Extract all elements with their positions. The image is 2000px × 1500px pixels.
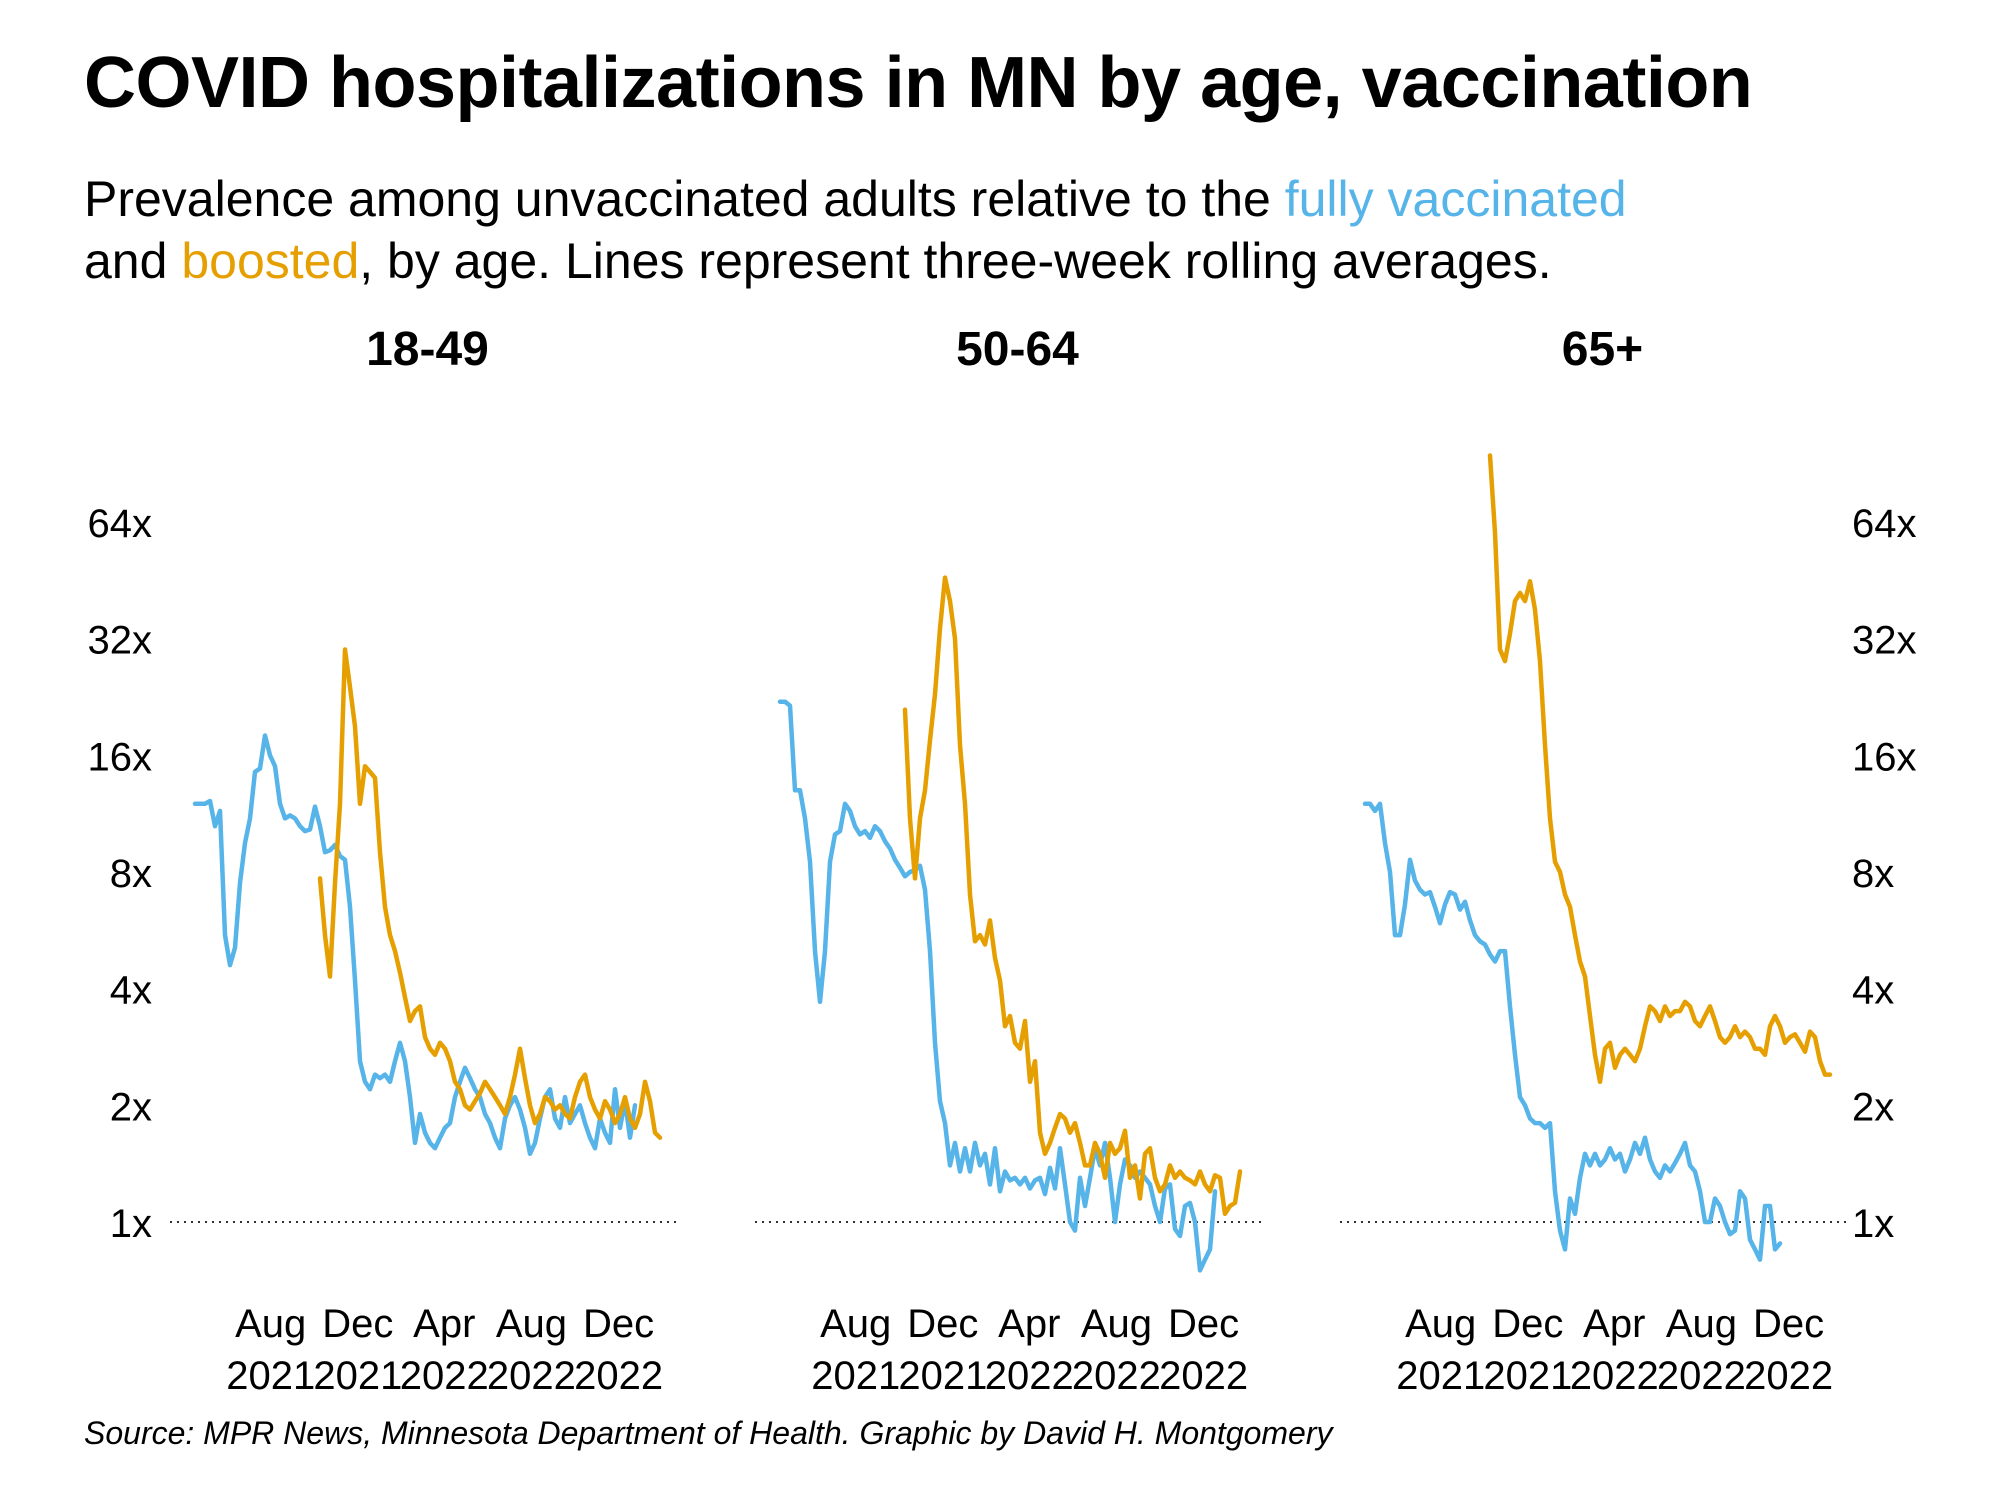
subtitle-text-1: Prevalence among unvaccinated adults rel… — [84, 171, 1285, 227]
series-line-boosted — [1487, 453, 1833, 1085]
x-tick-label-month: Aug — [820, 1302, 891, 1346]
panel-18-49: 18-491x2x4x8x16x32x64xAug2021Dec2021Apr2… — [88, 323, 678, 1398]
x-tick-label-year: 2022 — [487, 1354, 576, 1398]
subtitle-text-2: and — [84, 233, 182, 289]
x-tick-label-year: 2022 — [1570, 1354, 1659, 1398]
y-tick-label: 1x — [110, 1202, 152, 1246]
panel-65+: 65+1x2x4x8x16x32x64xAug2021Dec2021Apr202… — [1340, 323, 1917, 1398]
y-tick-label: 2x — [1852, 1085, 1894, 1129]
x-tick-label-month: Dec — [1753, 1302, 1824, 1346]
x-tick-label-year: 2021 — [313, 1354, 402, 1398]
x-tick-label-year: 2021 — [811, 1354, 900, 1398]
x-tick-label-year: 2022 — [1744, 1354, 1833, 1398]
x-tick-label-month: Aug — [1081, 1302, 1152, 1346]
subtitle-fully-vaccinated-key: fully vaccinated — [1284, 171, 1627, 227]
x-tick-label-month: Aug — [235, 1302, 306, 1346]
y-tick-label: 8x — [110, 852, 152, 896]
subtitle-text-3: , by age. Lines represent three-week rol… — [359, 233, 1552, 289]
x-tick-label-month: Dec — [322, 1302, 393, 1346]
x-tick-label-year: 2022 — [985, 1354, 1074, 1398]
x-tick-label-year: 2021 — [226, 1354, 315, 1398]
x-tick-label-month: Aug — [1666, 1302, 1737, 1346]
y-tick-label: 2x — [110, 1085, 152, 1129]
x-tick-label-month: Aug — [1405, 1302, 1476, 1346]
y-tick-label: 4x — [1852, 969, 1894, 1013]
panel-title: 18-49 — [366, 323, 489, 376]
subtitle-boosted-key: boosted — [181, 233, 360, 289]
series-line-boosted — [902, 575, 1243, 1217]
y-tick-label: 8x — [1852, 852, 1894, 896]
x-tick-label-month: Apr — [413, 1302, 475, 1346]
x-tick-label-month: Aug — [496, 1302, 567, 1346]
x-tick-label-year: 2021 — [898, 1354, 987, 1398]
x-tick-label-month: Dec — [1492, 1302, 1563, 1346]
x-tick-label-year: 2022 — [1159, 1354, 1248, 1398]
x-tick-label-month: Dec — [1168, 1302, 1239, 1346]
x-tick-label-month: Dec — [907, 1302, 978, 1346]
x-tick-label-year: 2022 — [1657, 1354, 1746, 1398]
source-note: Source: MPR News, Minnesota Department o… — [84, 1415, 1333, 1451]
x-tick-label-month: Apr — [998, 1302, 1060, 1346]
y-tick-label: 4x — [110, 969, 152, 1013]
panel-title: 65+ — [1562, 323, 1643, 376]
series-line-fully-vaccinated — [1362, 801, 1783, 1262]
series-line-boosted — [317, 647, 663, 1140]
panel-title: 50-64 — [956, 323, 1079, 376]
y-tick-label: 32x — [88, 619, 153, 663]
x-tick-label-year: 2022 — [400, 1354, 489, 1398]
y-tick-label: 32x — [1852, 619, 1917, 663]
x-tick-label-year: 2022 — [1072, 1354, 1161, 1398]
x-tick-label-month: Apr — [1583, 1302, 1645, 1346]
subtitle: Prevalence among unvaccinated adults rel… — [84, 168, 1904, 292]
y-tick-label: 64x — [1852, 502, 1917, 546]
page-title: COVID hospitalizations in MN by age, vac… — [84, 43, 1753, 123]
series-line-fully-vaccinated — [192, 733, 638, 1157]
x-tick-label-year: 2021 — [1483, 1354, 1572, 1398]
y-tick-label: 16x — [1852, 735, 1917, 779]
y-tick-label: 16x — [88, 735, 153, 779]
y-tick-label: 64x — [88, 502, 153, 546]
y-tick-label: 1x — [1852, 1202, 1894, 1246]
x-tick-label-year: 2022 — [574, 1354, 663, 1398]
x-tick-label-month: Dec — [583, 1302, 654, 1346]
x-tick-label-year: 2021 — [1396, 1354, 1485, 1398]
series-line-fully-vaccinated — [777, 699, 1218, 1273]
